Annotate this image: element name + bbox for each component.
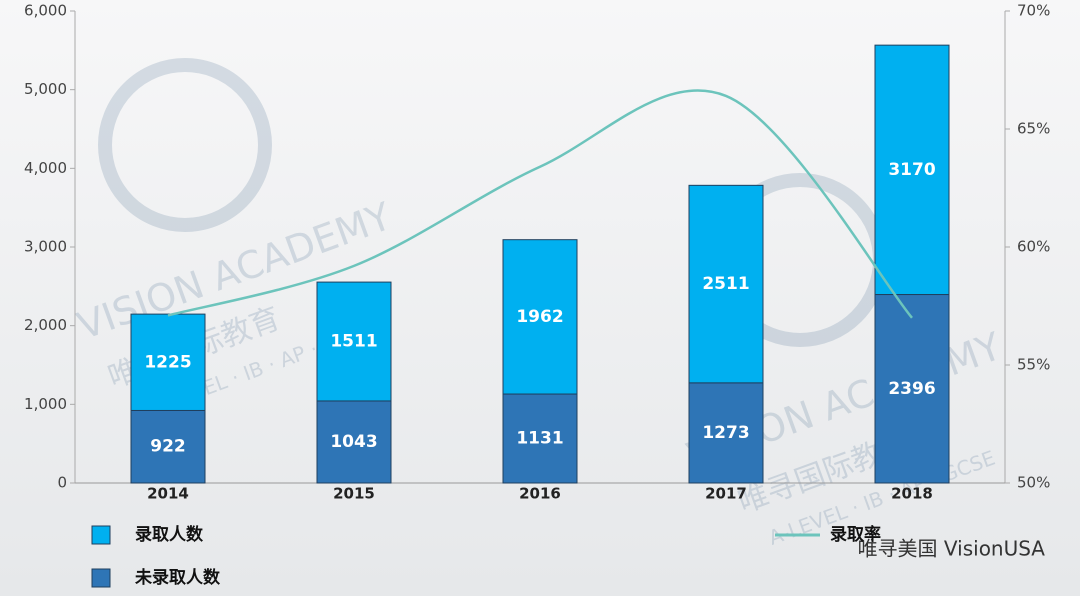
rate-line [167, 89, 913, 319]
data-label: 1962 [516, 307, 563, 327]
bar-segment [874, 294, 950, 484]
legend-label: 未录取人数 [134, 567, 221, 588]
y-tick-label: 5,000 [24, 80, 67, 98]
data-label: 2396 [888, 379, 935, 399]
x-tick-label: 2017 [705, 485, 747, 503]
y-tick-label: 4,000 [24, 159, 67, 177]
x-tick-label: 2016 [519, 485, 561, 503]
x-tick-label: 2014 [147, 485, 189, 503]
y2-tick-label: 60% [1017, 238, 1050, 256]
bar-segment [688, 382, 764, 484]
bar-segment [502, 239, 578, 395]
y2-tick-label: 55% [1017, 356, 1050, 374]
data-label: 3170 [888, 160, 935, 180]
data-label: 1511 [330, 332, 377, 352]
y-tick-label: 2,000 [24, 316, 67, 334]
y-tick-label: 3,000 [24, 238, 67, 256]
legend-label: 录取率 [830, 524, 881, 545]
legend-swatch [91, 568, 111, 588]
bar-segment [316, 400, 392, 484]
data-label: 922 [150, 437, 186, 457]
bar-segment [130, 409, 206, 484]
x-tick-label: 2018 [891, 485, 933, 503]
bar-segment [688, 184, 764, 384]
y2-tick-label: 65% [1017, 120, 1050, 138]
y2-tick-label: 50% [1017, 474, 1050, 492]
bar-segment [130, 313, 206, 411]
legend-swatch [91, 525, 111, 545]
data-label: 1131 [516, 429, 563, 449]
y2-tick-label: 70% [1017, 2, 1050, 20]
watermark-logo [98, 58, 272, 232]
y-tick-label: 1,000 [24, 395, 67, 413]
bar-segment [316, 281, 392, 402]
source: 唯寻美国 VisionUSA [858, 537, 1046, 561]
bar-segment [874, 44, 950, 296]
data-label: 1043 [330, 432, 377, 452]
x-tick-label: 2015 [333, 485, 375, 503]
legend-label: 录取人数 [135, 524, 204, 545]
data-label: 2511 [702, 274, 749, 294]
data-label: 1225 [144, 352, 191, 372]
data-label: 1273 [702, 423, 749, 443]
y-tick-label: 0 [57, 474, 67, 492]
bar-segment [502, 393, 578, 484]
y-tick-label: 6,000 [24, 2, 67, 20]
